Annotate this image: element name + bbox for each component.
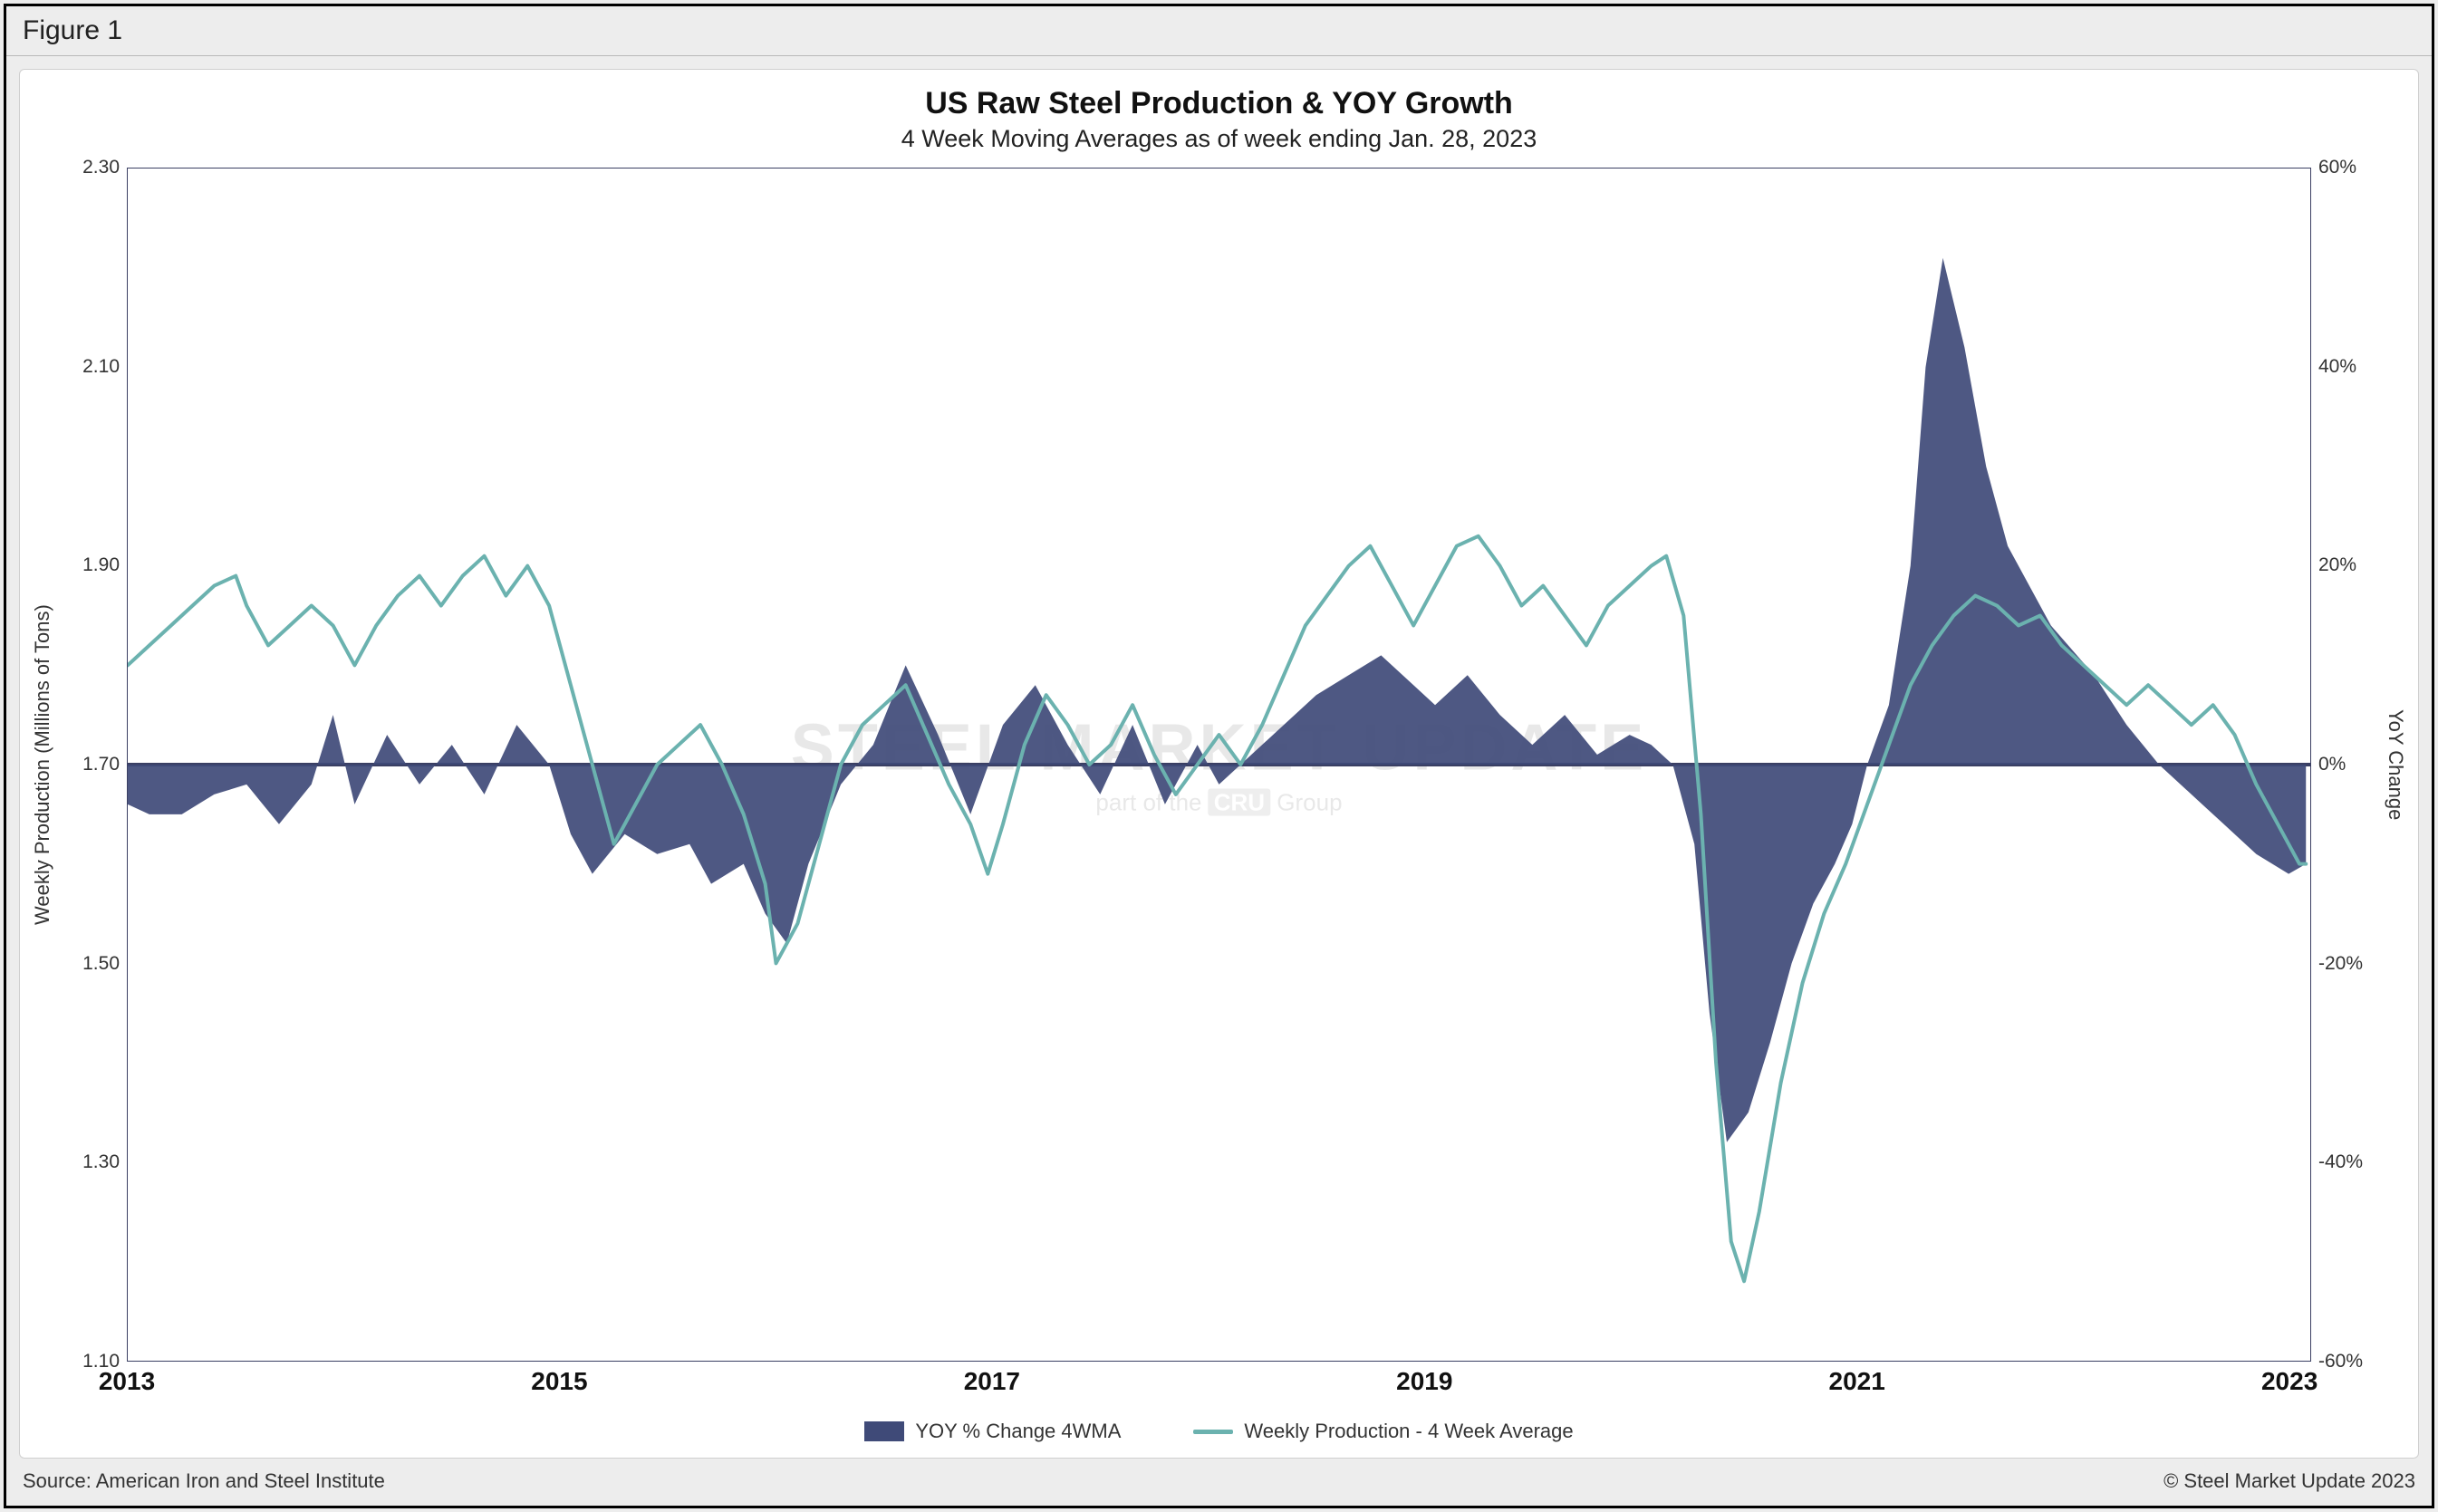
legend: YOY % Change 4WMA Weekly Production - 4 … xyxy=(31,1407,2407,1449)
y-right-ticks: -60%-40%-20%0%20%40%60% xyxy=(2311,168,2375,1362)
legend-item-area: YOY % Change 4WMA xyxy=(864,1420,1121,1443)
y-left-tick: 2.10 xyxy=(82,356,120,378)
y-right-tick: 40% xyxy=(2318,356,2356,378)
x-tick: 2017 xyxy=(964,1367,1020,1396)
chart-titles: US Raw Steel Production & YOY Growth 4 W… xyxy=(31,86,2407,153)
source-text: Source: American Iron and Steel Institut… xyxy=(23,1469,385,1493)
y-right-tick: -40% xyxy=(2318,1151,2363,1173)
y-right-tick: -20% xyxy=(2318,953,2363,975)
y-left-tick: 1.70 xyxy=(82,754,120,775)
legend-item-line: Weekly Production - 4 Week Average xyxy=(1193,1420,1573,1443)
plot-area: STEEL MARKET UPDATE part of the CRU Grou… xyxy=(127,168,2311,1362)
legend-swatch-area xyxy=(864,1421,904,1441)
x-tick: 2023 xyxy=(2261,1367,2318,1396)
chart-svg xyxy=(128,169,2310,1361)
legend-label-area: YOY % Change 4WMA xyxy=(915,1420,1121,1443)
y-right-axis-label: YoY Change xyxy=(2375,168,2407,1362)
y-left-ticks: 1.101.301.501.701.902.102.30 xyxy=(63,168,127,1362)
figure-container: Figure 1 US Raw Steel Production & YOY G… xyxy=(4,4,2434,1508)
y-right-tick: -60% xyxy=(2318,1351,2363,1372)
y-left-tick: 2.30 xyxy=(82,157,120,178)
x-tick: 2019 xyxy=(1396,1367,1452,1396)
y-left-tick: 1.50 xyxy=(82,953,120,975)
chart-panel: US Raw Steel Production & YOY Growth 4 W… xyxy=(19,69,2419,1459)
y-right-tick: 0% xyxy=(2318,754,2346,775)
legend-label-line: Weekly Production - 4 Week Average xyxy=(1244,1420,1573,1443)
figure-label: Figure 1 xyxy=(6,6,2432,56)
x-tick: 2021 xyxy=(1829,1367,1885,1396)
y-left-axis-label: Weekly Production (Millions of Tons) xyxy=(31,168,63,1362)
plot-wrap: Weekly Production (Millions of Tons) 1.1… xyxy=(31,168,2407,1407)
chart-subtitle: 4 Week Moving Averages as of week ending… xyxy=(31,125,2407,153)
x-ticks: 201320152017201920212023 xyxy=(127,1362,2311,1407)
x-tick: 2013 xyxy=(99,1367,155,1396)
yoy-area-series xyxy=(128,258,2306,1142)
y-right-tick: 20% xyxy=(2318,554,2356,576)
copyright-text: © Steel Market Update 2023 xyxy=(2163,1469,2415,1493)
x-tick: 2015 xyxy=(531,1367,587,1396)
chart-title: US Raw Steel Production & YOY Growth xyxy=(31,86,2407,121)
y-right-tick: 60% xyxy=(2318,157,2356,178)
y-left-tick: 1.30 xyxy=(82,1151,120,1173)
footer: Source: American Iron and Steel Institut… xyxy=(6,1464,2432,1506)
y-left-tick: 1.90 xyxy=(82,554,120,576)
legend-swatch-line xyxy=(1193,1430,1233,1434)
